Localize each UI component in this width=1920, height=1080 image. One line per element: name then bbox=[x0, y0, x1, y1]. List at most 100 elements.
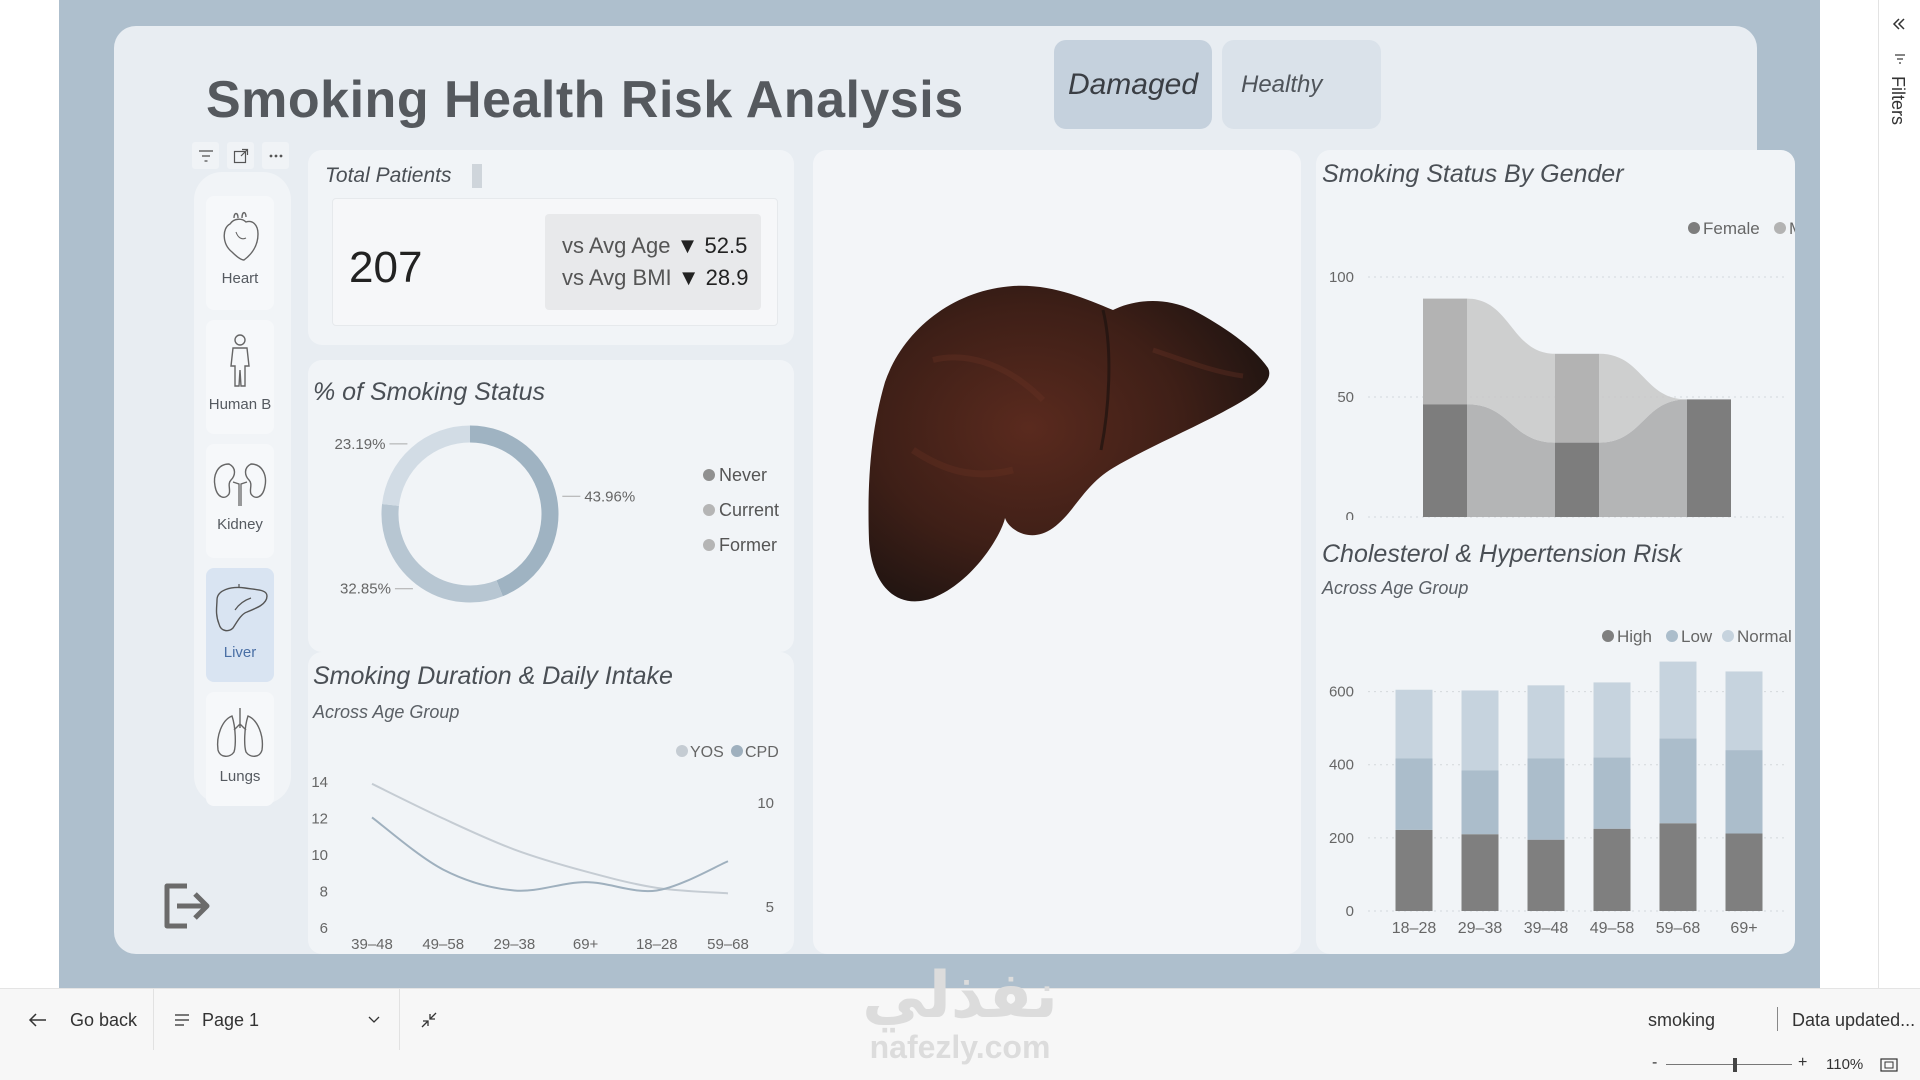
bar-male-current bbox=[1555, 353, 1599, 443]
bar-female-former bbox=[1687, 399, 1731, 517]
cholesterol-subtitle: Across Age Group bbox=[1322, 578, 1469, 598]
bar-segment-normal bbox=[1395, 689, 1433, 759]
report-title: Smoking Health Risk Analysis bbox=[206, 71, 964, 129]
fit-to-page-icon[interactable] bbox=[1880, 1058, 1898, 1072]
bar-segment-high bbox=[1527, 839, 1565, 911]
go-back-button[interactable]: Go back bbox=[28, 989, 137, 1051]
legend-label-yos: YOS bbox=[690, 744, 724, 761]
back-arrow-icon bbox=[28, 1013, 46, 1027]
x-tick-label: 59–68 bbox=[707, 936, 749, 953]
y-left-tick-label: 8 bbox=[320, 884, 328, 901]
donut-slice-never bbox=[469, 425, 559, 597]
damaged-liver-image bbox=[868, 285, 1270, 602]
y-left-tick-label: 14 bbox=[311, 774, 328, 791]
legend-marker-low bbox=[1666, 630, 1678, 642]
legend-label-cpd: CPD bbox=[745, 744, 779, 761]
bar-segment-normal bbox=[1725, 671, 1763, 751]
cholesterol-hypertension-chart: 0 200 400 600 18–28 29–38 39–48 49–58 59–68 69+ Hi… bbox=[1329, 627, 1792, 937]
smoking-status-card: % of Smoking Status 43.96% 32.85% 23.19% Ne… bbox=[308, 360, 794, 652]
y-tick-label: 50 bbox=[1337, 389, 1354, 406]
focus-mode-icon[interactable] bbox=[227, 142, 254, 169]
x-tick-label: 59–68 bbox=[1656, 920, 1701, 937]
donut-data-label: 43.96% bbox=[584, 488, 635, 505]
damaged-toggle-button[interactable]: Damaged bbox=[1054, 40, 1212, 129]
search-text: smoking bbox=[1648, 1009, 1716, 1030]
donut-data-label: 23.19% bbox=[335, 436, 386, 453]
more-options-icon[interactable] bbox=[262, 142, 289, 169]
x-tick-label: 69+ bbox=[573, 936, 599, 953]
gender-title: Smoking Status By Gender bbox=[1322, 160, 1624, 188]
zoom-slider-thumb[interactable] bbox=[1733, 1058, 1738, 1072]
page-selector[interactable]: Page 1 bbox=[174, 989, 380, 1051]
y-tick-label: 0 bbox=[1346, 903, 1354, 920]
bar-segment-high bbox=[1593, 828, 1631, 911]
nav-item-lungs[interactable]: Lungs bbox=[206, 692, 274, 806]
bottom-navigation-bar: Go back Page 1 smoking Data updated... bbox=[0, 988, 1920, 1051]
kpi-compare-age-label: vs Avg Age bbox=[562, 233, 671, 258]
bar-segment-normal bbox=[1593, 682, 1631, 758]
bar-segment-low bbox=[1461, 770, 1499, 835]
x-tick-label: 39–48 bbox=[351, 936, 393, 953]
collapse-button[interactable] bbox=[420, 989, 438, 1051]
series-line-yos bbox=[371, 782, 729, 895]
nav-item-heart[interactable]: Heart bbox=[206, 196, 274, 310]
data-updated-status[interactable]: Data updated... bbox=[1792, 1009, 1916, 1030]
status-bar: - + 110% bbox=[0, 1050, 1920, 1080]
exit-icon bbox=[164, 883, 210, 929]
legend-label-low: Low bbox=[1681, 627, 1713, 646]
nav-item-kidney[interactable]: Kidney bbox=[206, 444, 274, 558]
nav-label-human-body: Human B bbox=[208, 396, 272, 413]
x-tick-label: 39–48 bbox=[1524, 920, 1569, 937]
bar-segment-high bbox=[1725, 833, 1763, 911]
kpi-compare-age: vs Avg Age ▼ 52.5 bbox=[562, 230, 761, 262]
nav-item-human-body[interactable]: Human B bbox=[206, 320, 274, 434]
bar-segment-low bbox=[1395, 758, 1433, 830]
collapse-chevron-icon[interactable] bbox=[1889, 14, 1909, 34]
watermark-latin: nafezly.com bbox=[869, 1029, 1051, 1065]
x-tick-label: 18–28 bbox=[1392, 920, 1437, 937]
chevron-down-icon bbox=[368, 1016, 380, 1023]
y-tick-label: 200 bbox=[1329, 830, 1354, 847]
legend-marker-never bbox=[703, 469, 715, 481]
bar-segment-normal bbox=[1461, 690, 1499, 771]
down-arrow-icon: ▼ bbox=[676, 233, 699, 258]
kpi-compare-bmi-value: 28.9 bbox=[705, 265, 749, 290]
x-tick-label: 29–38 bbox=[494, 936, 536, 953]
y-right-tick-label: 5 bbox=[766, 899, 774, 916]
page-selector-label: Page 1 bbox=[202, 1009, 260, 1030]
zoom-slider[interactable] bbox=[1666, 1064, 1792, 1065]
y-tick-label: 600 bbox=[1329, 684, 1354, 701]
y-left-tick-label: 10 bbox=[311, 847, 328, 864]
bar-segment-high bbox=[1659, 823, 1697, 911]
bar-segment-high bbox=[1395, 829, 1433, 911]
nav-label-heart: Heart bbox=[221, 270, 259, 287]
watermark-arabic: نفذلي bbox=[862, 959, 1058, 1031]
line-title: Smoking Duration & Daily Intake bbox=[313, 662, 673, 690]
healthy-toggle-button[interactable]: Healthy bbox=[1222, 40, 1381, 129]
page-list-icon bbox=[175, 1014, 189, 1026]
filter-icon[interactable] bbox=[192, 142, 219, 169]
exit-button[interactable] bbox=[161, 880, 213, 937]
legend-label-normal: Normal bbox=[1737, 627, 1792, 646]
zoom-out-button[interactable]: - bbox=[1652, 1054, 1658, 1071]
nav-label-lungs: Lungs bbox=[219, 768, 261, 785]
bar-segment-high bbox=[1461, 834, 1499, 911]
legend-marker-male bbox=[1774, 222, 1786, 234]
filters-pane[interactable]: Filters bbox=[1878, 0, 1920, 988]
go-back-label: Go back bbox=[70, 1009, 138, 1030]
donut-data-label: 32.85% bbox=[340, 581, 391, 598]
zoom-in-button[interactable]: + bbox=[1798, 1054, 1808, 1071]
legend-marker-former bbox=[703, 539, 715, 551]
filters-label: Filters bbox=[1888, 76, 1908, 125]
donut-slice-current bbox=[381, 503, 503, 603]
ribbon-male bbox=[1599, 353, 1687, 443]
nav-label-liver: Liver bbox=[223, 644, 257, 661]
filter-pane-icon bbox=[1895, 54, 1905, 64]
legend-label-former: Former bbox=[719, 535, 777, 555]
smoking-duration-line-chart: 6 8 10 12 14 5 10 39–48 49–58 29–38 69+ 18–28 59–68 Y… bbox=[311, 744, 779, 953]
legend-label-high: High bbox=[1617, 627, 1652, 646]
nav-item-liver[interactable]: Liver bbox=[206, 568, 274, 682]
bar-segment-low bbox=[1659, 738, 1697, 824]
legend-marker-current bbox=[703, 504, 715, 516]
legend-marker-high bbox=[1602, 630, 1614, 642]
